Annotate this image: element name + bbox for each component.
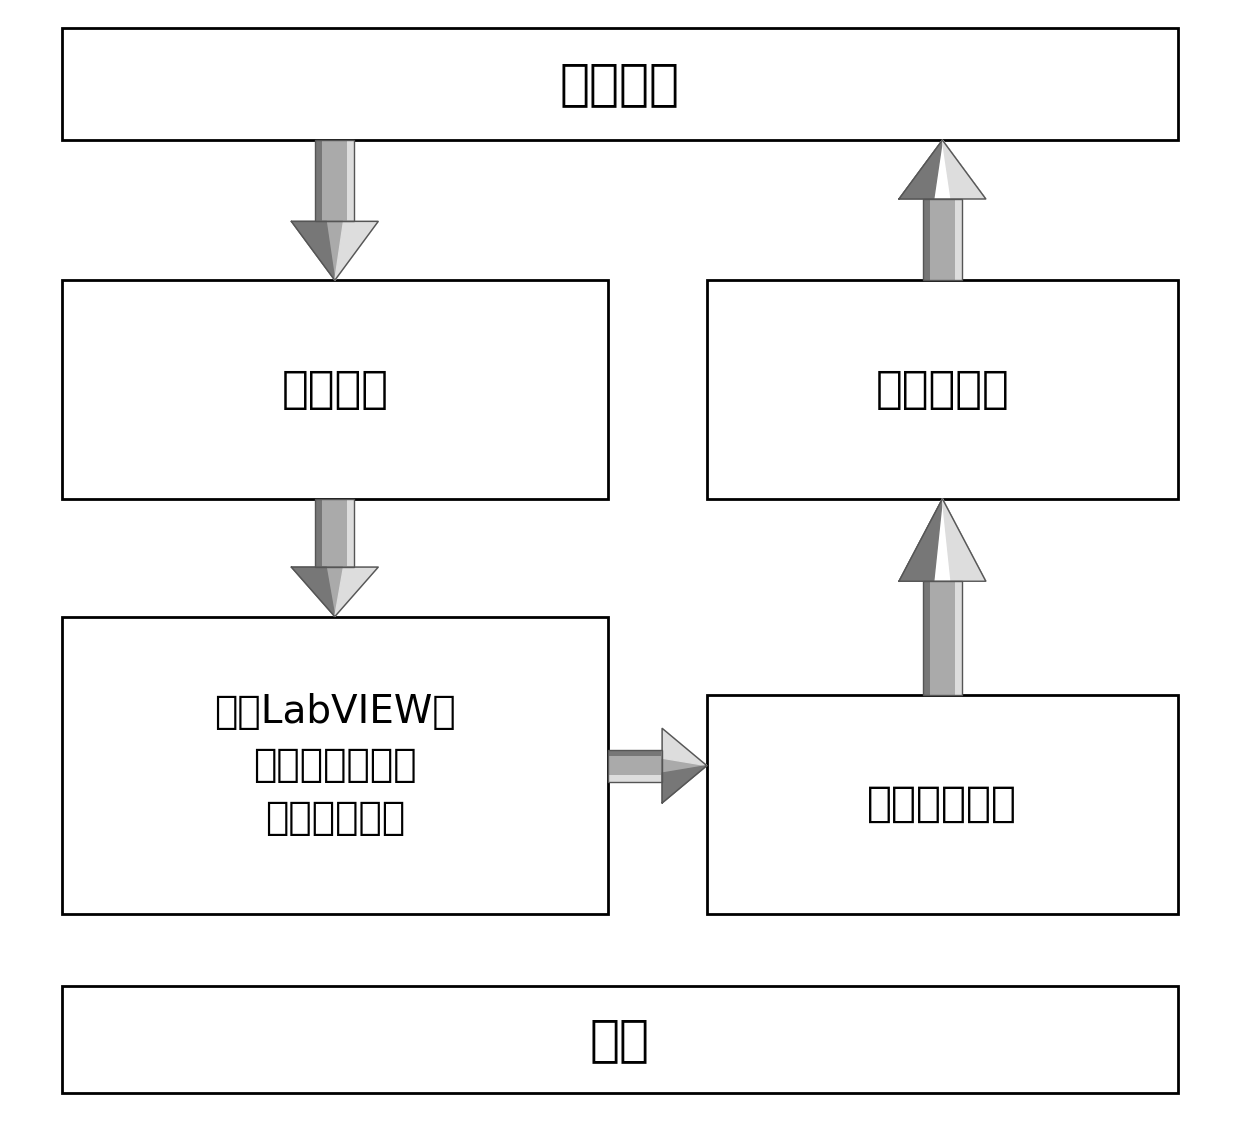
Polygon shape [942,140,986,198]
Bar [322,140,347,222]
Bar [608,750,662,756]
Bar [707,695,1178,914]
Polygon shape [291,567,335,617]
Bar [955,581,962,695]
Bar [347,140,355,222]
Bar [315,499,355,567]
Bar [347,499,355,567]
Polygon shape [291,222,335,280]
Bar [322,499,347,567]
Text: 双光栅系统: 双光栅系统 [875,368,1009,411]
Bar [923,198,930,280]
Bar [923,581,962,695]
Bar [315,499,322,567]
Bar [923,198,962,280]
Polygon shape [899,140,986,198]
Text: 电源: 电源 [590,1016,650,1064]
Polygon shape [899,499,986,581]
Bar [930,198,955,280]
Polygon shape [899,140,942,198]
Polygon shape [662,729,707,803]
Bar [608,776,662,781]
Polygon shape [335,222,378,280]
Polygon shape [662,729,707,766]
Bar [955,198,962,280]
Polygon shape [942,499,986,581]
Polygon shape [291,567,378,617]
Polygon shape [662,766,707,803]
Bar [608,756,662,776]
Bar [315,140,355,222]
Text: 被测系统: 被测系统 [560,61,680,108]
Bar [608,750,662,781]
Text: 探测模块: 探测模块 [281,368,388,411]
Bar [62,280,608,499]
Bar [62,986,1178,1093]
Text: 基于LabVIEW的
光场强度检测与
检焦控制系统: 基于LabVIEW的 光场强度检测与 检焦控制系统 [215,693,455,837]
Bar [923,581,930,695]
Bar [707,280,1178,499]
Bar [62,28,1178,140]
Polygon shape [291,222,378,280]
Text: 位移平台系统: 位移平台系统 [868,784,1017,825]
Bar [930,581,955,695]
Bar [315,140,322,222]
Polygon shape [335,567,378,617]
Polygon shape [899,499,942,581]
Bar [62,617,608,914]
